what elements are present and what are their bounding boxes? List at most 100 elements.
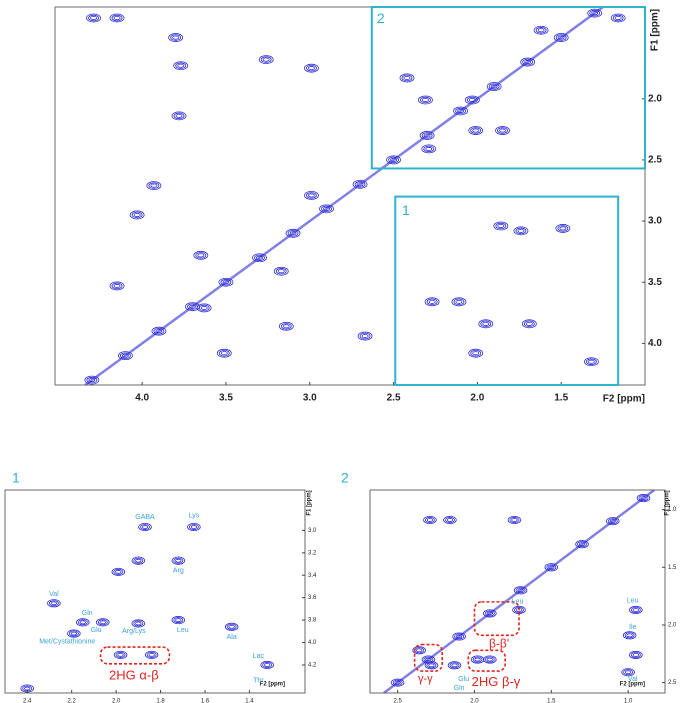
annotation: Arg/Lys <box>122 628 146 635</box>
contour-line <box>187 303 198 310</box>
diagonal-ridge <box>383 490 655 693</box>
contour-line <box>636 494 651 503</box>
contour-line <box>185 302 200 312</box>
contour-line <box>289 231 297 236</box>
peak <box>483 655 497 664</box>
x-tick-label: 2.4 <box>23 698 32 703</box>
peak <box>285 228 301 238</box>
peak <box>423 515 437 525</box>
peak <box>76 618 90 627</box>
contour-line <box>357 331 373 341</box>
contour-line <box>197 253 205 258</box>
contour-line <box>499 128 506 133</box>
contour-line <box>117 653 124 657</box>
annotation: Gln <box>454 685 465 692</box>
contour-line <box>187 522 201 532</box>
peak <box>193 250 209 260</box>
contour-line <box>622 631 637 640</box>
contour-line <box>141 525 149 529</box>
peak <box>304 190 319 200</box>
peak <box>304 63 319 73</box>
peak <box>224 622 239 631</box>
contour-line <box>537 28 545 33</box>
contour-line <box>587 8 603 18</box>
contour-line <box>218 349 230 357</box>
peak <box>252 253 267 263</box>
highlight-box <box>473 601 520 637</box>
highlight-box <box>467 649 507 672</box>
peak <box>173 61 189 71</box>
contour-line <box>428 663 435 668</box>
peak <box>357 331 373 341</box>
contour-line <box>486 82 502 91</box>
y-tick-label: 3.6 <box>308 595 317 601</box>
contour-line <box>361 334 369 339</box>
x-tick-label: 1.0 <box>624 698 633 703</box>
contour-line <box>470 127 482 134</box>
contour-line <box>109 281 125 291</box>
peak <box>451 297 467 307</box>
annotation: Leu <box>177 627 189 634</box>
contour-line <box>50 601 58 606</box>
contour-line <box>88 14 99 22</box>
contour-line <box>48 600 59 607</box>
contour-line <box>589 9 601 17</box>
contour-line <box>277 269 285 274</box>
plot-frame <box>4 489 306 694</box>
contour-line <box>173 617 184 624</box>
peak <box>278 321 294 331</box>
contour-line <box>447 661 462 670</box>
contour-line <box>453 106 469 116</box>
contour-line <box>470 655 485 664</box>
peak <box>622 631 637 640</box>
y-tick-label: 1.0 <box>668 507 677 513</box>
y-tick-label: 3.2 <box>308 550 317 556</box>
y-tick-label: 2.5 <box>668 680 677 686</box>
annotation: Gln <box>82 610 93 617</box>
contour-line <box>115 570 122 574</box>
contour-line <box>308 66 315 71</box>
contour-line <box>495 222 507 230</box>
contour-line <box>173 61 189 71</box>
contour-line <box>262 57 270 62</box>
peak <box>447 661 462 670</box>
contour-line <box>443 515 457 525</box>
contour-line <box>605 517 620 526</box>
contour-line <box>111 14 123 22</box>
x-tick-label: 2.0 <box>112 698 121 703</box>
contour-line <box>470 349 482 357</box>
contour-line <box>557 225 569 232</box>
contour-line <box>175 62 187 69</box>
peak <box>260 660 274 670</box>
peak <box>629 650 643 659</box>
peak <box>418 95 433 105</box>
annotation: 2 <box>377 10 385 26</box>
contour-line <box>115 651 126 658</box>
peak <box>144 650 159 659</box>
x-tick-label: 2.0 <box>470 698 479 703</box>
x-axis-label: F2 [ppm] <box>260 682 285 688</box>
peak <box>113 650 128 659</box>
peak <box>583 357 599 367</box>
contour-line <box>97 619 108 626</box>
contour-line <box>148 653 155 657</box>
x-tick-label: 1.5 <box>554 393 568 404</box>
contour-line <box>170 34 182 41</box>
contour-line <box>151 326 167 336</box>
contour-line <box>111 282 123 290</box>
annotation: Ala <box>227 634 237 641</box>
contour-line <box>99 620 106 625</box>
contour-line <box>575 540 589 549</box>
contour-line <box>555 224 571 233</box>
peak <box>109 13 125 23</box>
contour-line <box>133 557 144 564</box>
contour-line <box>67 629 81 638</box>
peak <box>533 25 549 35</box>
contour-line <box>133 620 144 627</box>
contour-line <box>420 96 431 104</box>
contour-line <box>254 254 265 261</box>
contour-line <box>624 670 632 675</box>
peak <box>168 33 184 42</box>
contour-line <box>513 226 529 236</box>
